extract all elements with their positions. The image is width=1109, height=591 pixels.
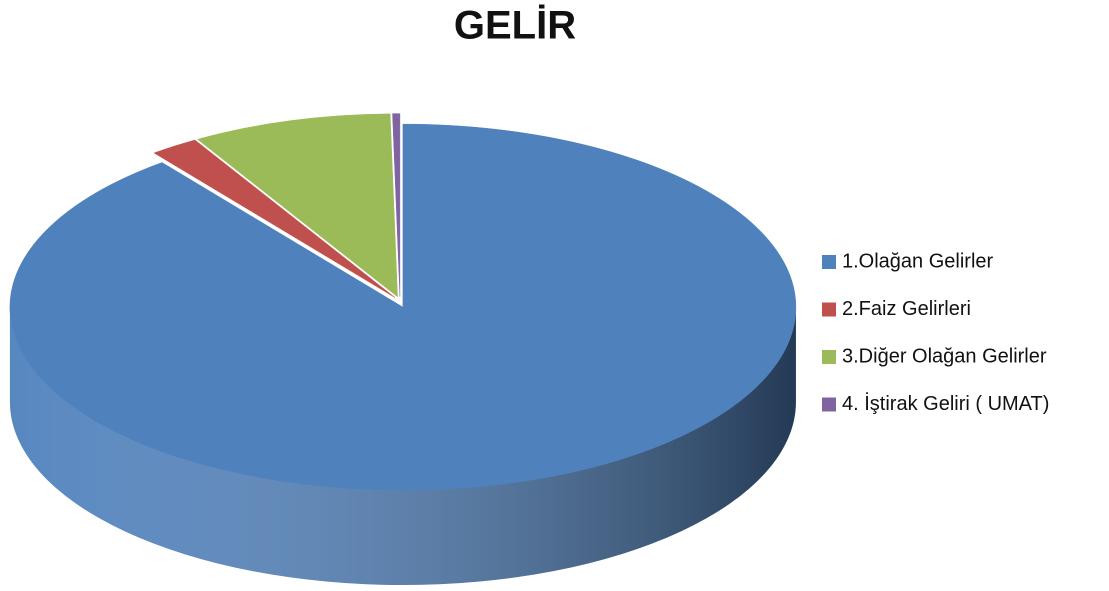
pie-tops xyxy=(9,113,797,491)
legend-label: 4. İştirak Geliri ( UMAT) xyxy=(842,392,1049,415)
pie-sides xyxy=(9,307,796,586)
slice xyxy=(153,139,396,298)
legend-swatch xyxy=(822,255,836,269)
slice xyxy=(392,113,401,297)
slice-side-shade xyxy=(9,307,796,586)
slice xyxy=(9,123,797,491)
legend-swatch xyxy=(822,350,836,364)
legend-label: 1.Olağan Gelirler xyxy=(842,250,994,272)
chart-title: GELİR xyxy=(454,4,576,48)
legend-swatch xyxy=(822,302,836,317)
legend-label: 2.Faiz Gelirleri xyxy=(842,298,971,320)
legend-label: 3.Diğer Olağan Gelirler xyxy=(842,345,1047,367)
legend-swatch xyxy=(822,397,836,412)
slice xyxy=(196,113,398,298)
legend: 1.Olağan Gelirler 2.Faiz Gelirleri 3.Diğer… xyxy=(822,250,1049,415)
